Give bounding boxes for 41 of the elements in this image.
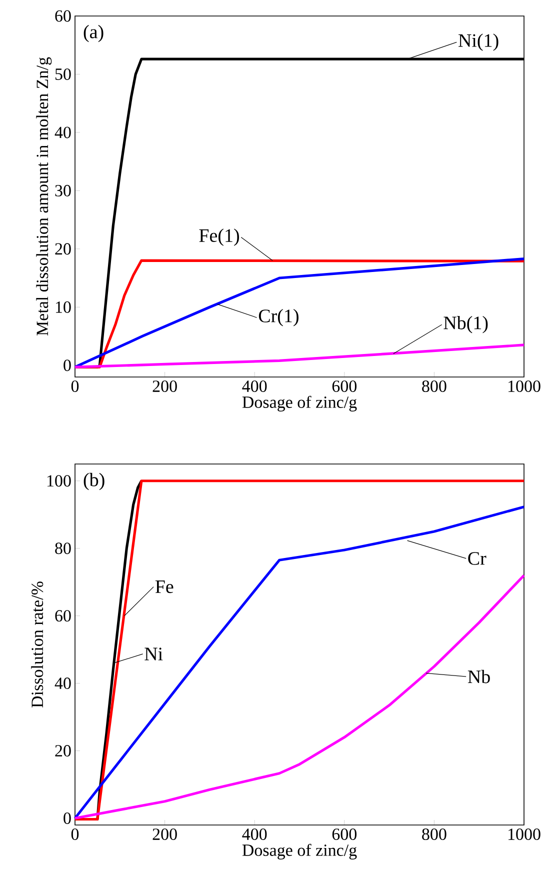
y-tick-label: 60: [55, 10, 71, 22]
x-tick-label: 0: [71, 828, 79, 840]
line-series: [74, 344, 526, 368]
y-tick-label: 10: [56, 301, 71, 313]
y-tick-label: 30: [55, 184, 71, 196]
x-tick-label: 600: [332, 828, 357, 840]
y-tick-label: 40: [54, 678, 71, 690]
x-tick-label: 600: [332, 380, 357, 392]
x-tick-label: 800: [422, 828, 446, 840]
x-tick-label: 1000: [508, 380, 540, 392]
x-tick-label: 400: [242, 380, 267, 392]
annotation: (a): [84, 24, 104, 42]
y-tick-label: 100: [47, 475, 71, 487]
annotation: Ni: [144, 648, 163, 660]
x-tick-label: 1000: [508, 828, 540, 840]
annotation: Nb(1): [444, 316, 488, 334]
y-tick-label: 0: [64, 360, 71, 372]
x-tick-label: 0: [71, 380, 79, 392]
annotation: Fe(1): [199, 228, 240, 246]
annotation: Fe: [155, 580, 174, 594]
y-axis-title: Metal dissolution amount in molten Zn/g: [36, 57, 52, 336]
y-tick-label: 40: [54, 126, 71, 138]
y-tick-label: 0: [64, 812, 71, 824]
annotation: (b): [84, 472, 104, 490]
y-tick-label: 60: [55, 610, 71, 622]
x-axis-title: Dosage of zinc/g: [242, 396, 357, 412]
annotation: Cr: [468, 552, 486, 565]
y-axis-title: Dissolution rate/%: [31, 582, 44, 708]
y-tick-label: 50: [55, 68, 71, 80]
x-tick-label: 800: [422, 380, 446, 392]
x-tick-label: 200: [152, 828, 177, 840]
annotation: Nb: [468, 670, 490, 684]
y-tick-label: 20: [55, 745, 71, 757]
x-tick-label: 200: [152, 380, 177, 392]
line-series: [74, 574, 526, 820]
x-axis-title: Dosage of zinc/g: [242, 844, 357, 860]
x-tick-label: 400: [242, 828, 267, 840]
y-tick-label: 80: [55, 542, 71, 554]
annotation: Ni(1): [458, 34, 498, 51]
annotation: Cr(1): [258, 308, 298, 326]
y-tick-label: 20: [55, 243, 71, 255]
